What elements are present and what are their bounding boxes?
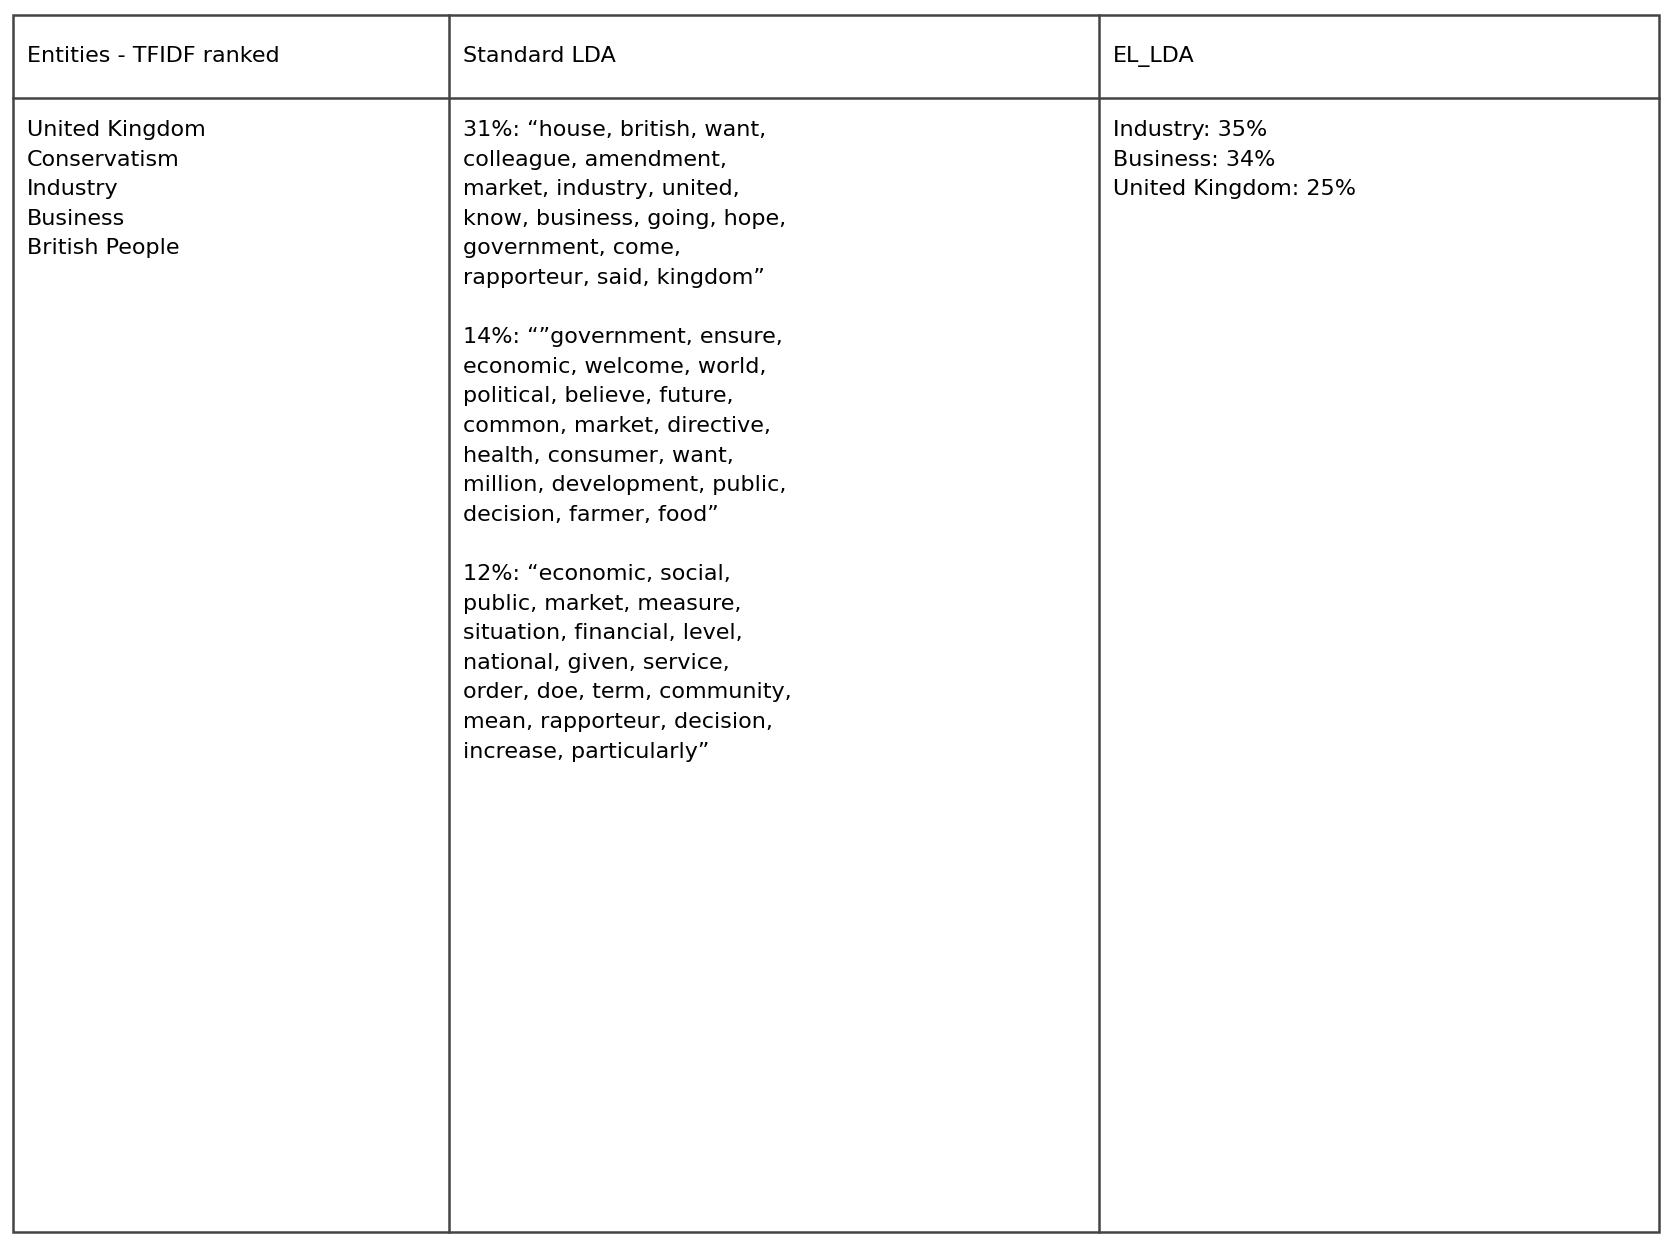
Text: 31%: “house, british, want,
colleague, amendment,
market, industry, united,
know: 31%: “house, british, want, colleague, a… <box>463 120 791 761</box>
Text: Industry: 35%
Business: 34%
United Kingdom: 25%: Industry: 35% Business: 34% United Kingd… <box>1112 120 1356 199</box>
Text: Entities - TFIDF ranked: Entities - TFIDF ranked <box>27 46 279 66</box>
Text: Standard LDA: Standard LDA <box>463 46 615 66</box>
Text: EL_LDA: EL_LDA <box>1112 46 1194 67</box>
Text: United Kingdom
Conservatism
Industry
Business
British People: United Kingdom Conservatism Industry Bus… <box>27 120 206 258</box>
